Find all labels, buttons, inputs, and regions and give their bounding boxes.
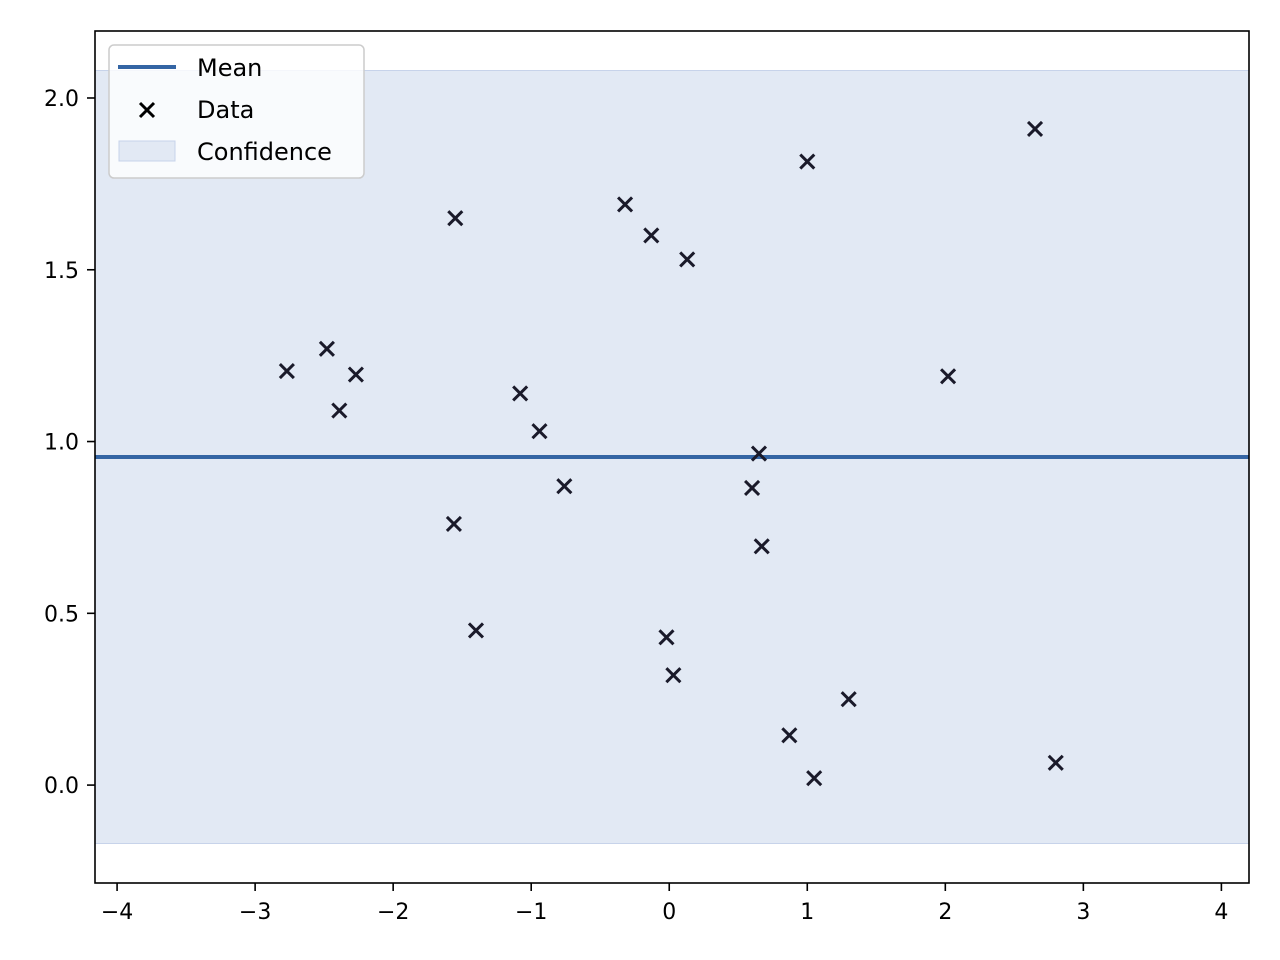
x-tick-label: −3 xyxy=(239,900,271,925)
data-point-stroke xyxy=(278,363,295,380)
y-tick-label: 1.0 xyxy=(44,431,79,456)
legend-confidence-label: Confidence xyxy=(197,138,332,166)
data-point xyxy=(679,251,696,268)
data-point xyxy=(643,227,660,244)
data-point xyxy=(744,479,761,496)
data-point xyxy=(531,423,548,440)
data-point-stroke xyxy=(840,691,857,708)
data-point-stroke xyxy=(467,622,485,639)
data-point-stroke xyxy=(750,445,768,462)
data-point xyxy=(658,629,675,646)
data-point-stroke xyxy=(617,196,634,213)
legend: Mean Data Confidence xyxy=(108,44,365,179)
data-point-stroke xyxy=(347,366,364,383)
data-point-stroke xyxy=(331,402,348,419)
data-point-stroke xyxy=(1026,120,1044,137)
x-tick-label: 0 xyxy=(662,900,676,925)
x-tick-label: 4 xyxy=(1214,900,1228,925)
data-point-stroke xyxy=(318,340,335,357)
plot-inner xyxy=(95,70,1249,844)
data-point xyxy=(467,622,485,639)
data-point-stroke xyxy=(658,629,675,646)
x-tick-label: −1 xyxy=(515,900,547,925)
data-point-stroke xyxy=(1047,754,1064,771)
data-point xyxy=(781,727,798,744)
data-point-stroke xyxy=(445,515,462,533)
axes-frame xyxy=(94,30,1250,884)
data-point-stroke xyxy=(781,727,798,744)
x-tick-label: 2 xyxy=(938,900,952,925)
legend-confidence-swatch xyxy=(118,140,176,162)
x-tick-label: −2 xyxy=(377,900,409,925)
data-point xyxy=(1026,120,1044,137)
y-tick-label: 1.5 xyxy=(44,259,79,284)
data-point xyxy=(278,363,295,380)
y-tick-label: 0.0 xyxy=(44,774,79,799)
data-point xyxy=(665,667,682,684)
legend-mean-label: Mean xyxy=(197,54,262,82)
data-point xyxy=(617,196,634,213)
data-point-stroke xyxy=(556,478,573,495)
data-point-stroke xyxy=(806,770,823,787)
data-point-stroke xyxy=(531,423,548,440)
data-point-stroke xyxy=(665,667,682,684)
data-point xyxy=(556,478,573,495)
data-point xyxy=(1047,754,1064,771)
data-point-stroke xyxy=(512,385,529,402)
data-point-stroke xyxy=(679,251,696,268)
data-point xyxy=(445,515,462,533)
x-tick-label: 1 xyxy=(800,900,814,925)
data-point xyxy=(347,366,364,383)
data-point xyxy=(806,770,823,787)
data-point xyxy=(750,445,768,462)
data-point xyxy=(940,368,957,385)
data-point-stroke xyxy=(799,153,816,170)
y-tick-label: 0.5 xyxy=(44,602,79,627)
x-tick-label: 3 xyxy=(1076,900,1090,925)
data-point xyxy=(753,538,770,555)
y-tick-label: 2.0 xyxy=(44,87,79,112)
data-point xyxy=(318,340,335,357)
axes: −4 −3 −2 −1 0 1 2 3 4 0.0 0.5 1.0 1.5 2.0 xyxy=(44,30,1250,925)
data-point-stroke xyxy=(447,210,464,227)
plot-area xyxy=(95,70,1249,844)
legend-data-swatch xyxy=(138,101,156,119)
data-point xyxy=(447,210,464,227)
data-point xyxy=(331,402,348,419)
data-point-stroke xyxy=(940,368,957,385)
data-point xyxy=(840,691,857,708)
data-point-stroke xyxy=(744,479,761,496)
data-point-stroke xyxy=(643,227,660,244)
legend-data-label: Data xyxy=(197,96,254,124)
data-point-stroke xyxy=(753,538,770,555)
data-point xyxy=(512,385,529,402)
data-point xyxy=(799,153,816,170)
x-tick-label: −4 xyxy=(101,900,133,925)
